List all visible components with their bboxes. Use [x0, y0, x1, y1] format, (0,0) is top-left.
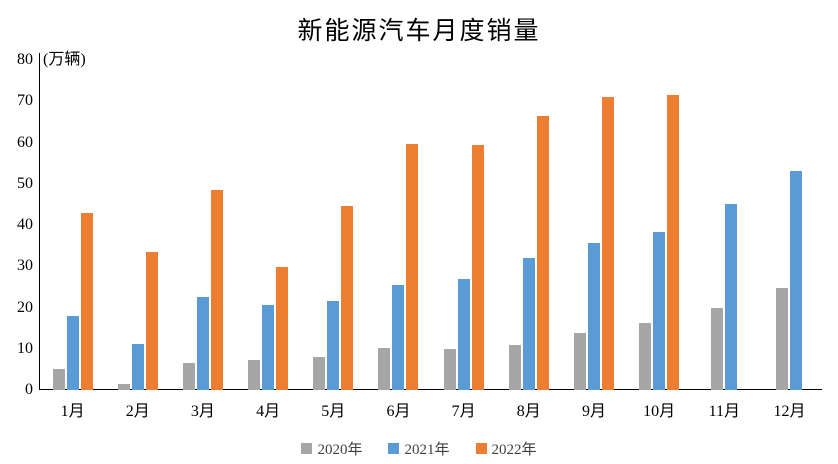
bar	[131, 344, 144, 390]
x-tick-label: 12月	[773, 403, 806, 420]
bar	[182, 363, 195, 390]
bar	[262, 305, 275, 390]
bar-group	[496, 60, 561, 390]
x-tick-label: 2月	[125, 403, 150, 420]
bar-group	[366, 60, 431, 390]
bar	[145, 252, 158, 390]
plot-area	[40, 60, 822, 390]
bar	[210, 190, 223, 390]
bar-group	[301, 60, 366, 390]
bar	[653, 232, 666, 390]
bar-group	[627, 60, 692, 390]
bar	[587, 243, 600, 390]
bar	[66, 316, 79, 390]
x-tick-label: 9月	[581, 403, 606, 420]
legend-item: 2020年	[301, 438, 362, 459]
x-tick-label: 7月	[451, 403, 476, 420]
bar	[52, 369, 65, 390]
x-tick-label: 11月	[708, 403, 741, 420]
bar	[536, 115, 549, 390]
bar-group	[561, 60, 626, 390]
x-tick-label: 5月	[321, 403, 346, 420]
bar	[667, 95, 680, 390]
bar	[117, 383, 130, 390]
y-axis-line	[39, 53, 40, 390]
legend-label: 2022年	[491, 442, 537, 458]
bar	[725, 204, 738, 390]
y-tick-label: 60	[17, 133, 33, 151]
bar	[508, 344, 521, 390]
bar	[711, 307, 724, 390]
y-tick-label: 30	[17, 257, 33, 275]
x-axis-tick-labels: 1月 2月 3月 4月 5月 6月 7月 8月 9月 10月 11月 12月	[40, 397, 822, 421]
bar	[327, 300, 340, 390]
bar	[313, 356, 326, 390]
y-tick-label: 10	[17, 339, 33, 357]
x-axis-line	[39, 389, 822, 390]
legend-item: 2022年	[475, 438, 537, 459]
bar	[248, 360, 261, 390]
bar	[457, 278, 470, 390]
bar-group	[40, 60, 105, 390]
legend: 2020年 2021年 2022年	[0, 438, 838, 459]
bar	[443, 348, 456, 390]
bar	[790, 171, 803, 390]
bar	[378, 347, 391, 390]
bar-group	[692, 60, 757, 390]
bar	[601, 97, 614, 390]
y-tick-label: 70	[17, 92, 33, 110]
y-tick-label: 80	[17, 51, 33, 68]
y-tick-label: 50	[17, 174, 33, 192]
bar	[522, 258, 535, 390]
x-tick-label: 3月	[190, 403, 215, 420]
bar	[392, 284, 405, 390]
legend-label: 2020年	[317, 442, 363, 458]
bar	[196, 296, 209, 390]
bar-group	[431, 60, 496, 390]
x-tick-label: 6月	[386, 403, 411, 420]
bar	[276, 267, 289, 390]
x-tick-label: 10月	[643, 403, 676, 420]
bar	[341, 205, 354, 390]
bar-group	[105, 60, 170, 390]
legend-swatch	[388, 443, 400, 454]
y-tick-label: 40	[17, 216, 33, 233]
legend-label: 2021年	[404, 442, 450, 458]
bar	[406, 144, 419, 390]
chart-title: 新能源汽车月度销量	[297, 18, 541, 45]
legend-item: 2021年	[388, 438, 450, 459]
y-tick-label: 20	[17, 298, 33, 316]
bar	[471, 145, 484, 390]
x-tick-label: 1月	[60, 403, 85, 420]
bar-group	[170, 60, 235, 390]
x-tick-label: 8月	[516, 403, 541, 420]
bar	[639, 323, 652, 390]
legend-swatch	[475, 443, 487, 454]
bar-group	[757, 60, 822, 390]
x-tick-label: 4月	[256, 403, 281, 420]
bar	[80, 212, 93, 390]
y-axis-unit-label: (万辆)	[43, 51, 86, 68]
bar-group	[236, 60, 301, 390]
bar	[573, 333, 586, 390]
y-tick-label: 0	[25, 381, 33, 398]
bar	[776, 288, 789, 390]
legend-swatch	[301, 443, 313, 454]
